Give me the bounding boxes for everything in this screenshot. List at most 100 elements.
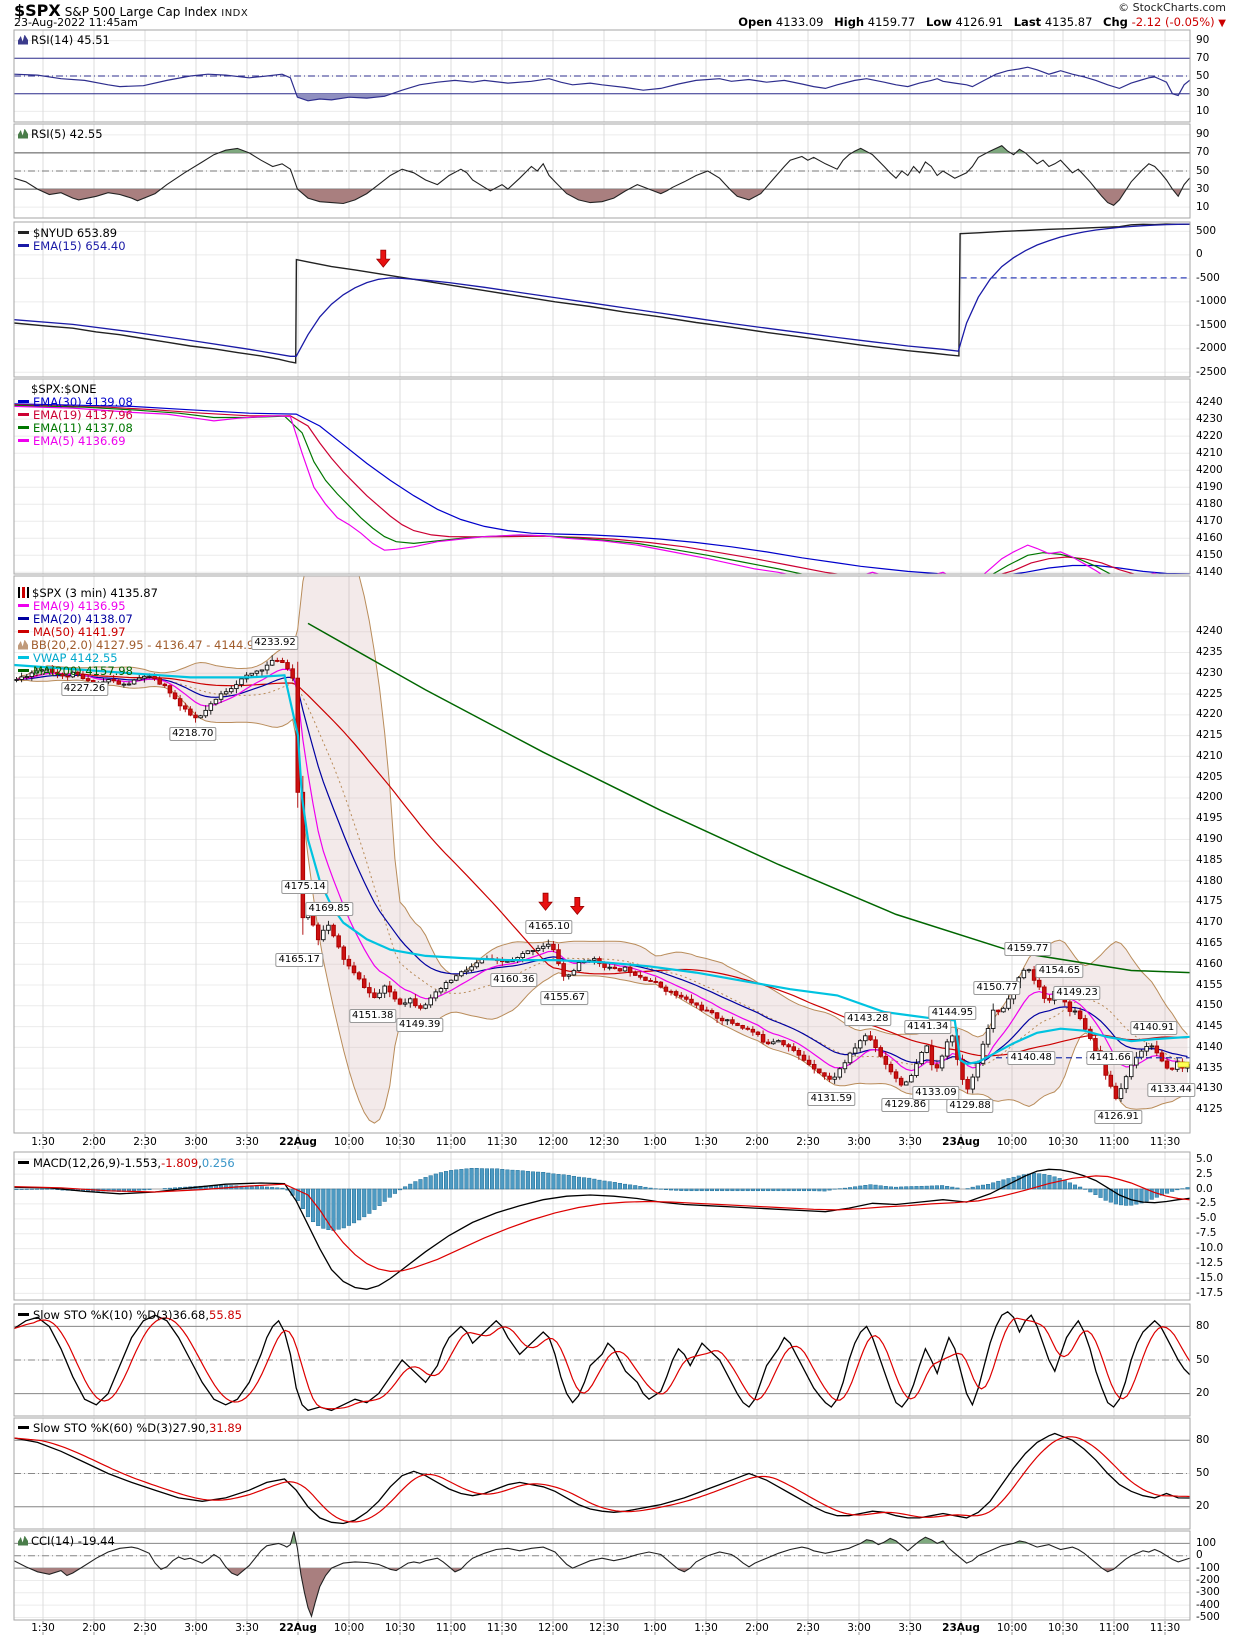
y-axis-tick: 90 xyxy=(1196,34,1210,47)
y-axis-tick: 70 xyxy=(1196,146,1210,159)
series-line xyxy=(14,404,1112,574)
y-axis-tick: 80 xyxy=(1196,1319,1210,1332)
series-line xyxy=(14,66,1190,102)
x-axis-label: 23Aug xyxy=(942,1622,980,1634)
x-axis-label: 11:00 xyxy=(1098,1622,1130,1634)
threshold-fill xyxy=(882,1538,898,1544)
price-annotation: 4155.67 xyxy=(540,991,589,1006)
y-axis-tick: 100 xyxy=(1196,1536,1217,1549)
y-axis-tick: -15.0 xyxy=(1196,1272,1224,1285)
y-axis-tick: 0 xyxy=(1196,1549,1203,1562)
line-swatch-icon xyxy=(18,617,29,620)
legend-cci: CCI(14) -19.44 xyxy=(18,1534,115,1548)
y-axis-tick: 4200 xyxy=(1196,791,1223,804)
y-axis-tick: -500 xyxy=(1196,1611,1220,1624)
x-axis-label: 11:30 xyxy=(486,1622,518,1634)
x-axis-label: 10:30 xyxy=(1047,1136,1079,1148)
threshold-fill xyxy=(300,1568,332,1616)
x-axis-label: 3:30 xyxy=(235,1622,259,1634)
x-axis-label: 11:00 xyxy=(435,1622,467,1634)
y-axis-tick: -10.0 xyxy=(1196,1242,1224,1255)
threshold-fill xyxy=(987,146,1011,153)
legend-text: , xyxy=(205,1420,210,1435)
series-line xyxy=(14,1531,1190,1619)
legend-spxone: $SPX:$ONE EMA(30) 4139.08 EMA(19) 4137.96 E… xyxy=(18,382,133,448)
price-annotation: 4141.66 xyxy=(1086,1050,1134,1065)
y-axis-tick: 4220 xyxy=(1196,429,1223,442)
y-axis-tick: 4230 xyxy=(1196,666,1223,679)
legend-row: $SPX (3 min) 4135.87 xyxy=(18,586,262,600)
area-series-icon xyxy=(18,128,28,139)
legend-sto60: Slow STO %K(60) %D(3) 27.90, 31.89 xyxy=(18,1420,242,1435)
x-axis-label: 3:00 xyxy=(847,1622,871,1634)
legend-text: EMA(30) 4139.08 xyxy=(33,394,133,409)
x-axis-label: 2:00 xyxy=(745,1622,769,1634)
price-annotation: 4165.10 xyxy=(525,920,573,935)
y-axis-tick: 4190 xyxy=(1196,833,1223,846)
threshold-fill xyxy=(1103,1568,1115,1572)
price-annotation: 4143.28 xyxy=(844,1011,892,1026)
symbol-name: S&P 500 Large Cap Index xyxy=(64,5,218,19)
y-axis-tick: -1000 xyxy=(1196,295,1227,308)
y-axis-tick: 4150 xyxy=(1196,999,1223,1012)
legend-text: -1.809 xyxy=(161,1155,199,1170)
panel-macd xyxy=(14,1152,1190,1300)
threshold-fill xyxy=(650,189,669,194)
y-axis-tick: 500 xyxy=(1196,224,1217,237)
y-axis-tick: -2000 xyxy=(1196,342,1227,355)
threshold-fill xyxy=(677,1568,689,1572)
last-label: Last xyxy=(1013,15,1042,29)
y-axis-tick: -400 xyxy=(1196,1598,1220,1611)
threshold-fill xyxy=(219,148,248,153)
y-axis-tick: 4185 xyxy=(1196,853,1223,866)
x-axis-label: 3:30 xyxy=(235,1136,259,1148)
legend-text: $NYUD 653.89 xyxy=(33,225,118,240)
price-annotation: 4140.48 xyxy=(1007,1050,1055,1065)
x-axis-label: 12:00 xyxy=(537,1136,569,1148)
legend-row: EMA(30) 4139.08 xyxy=(18,394,133,409)
area-series-icon xyxy=(18,34,28,45)
chg-value: -2.12 (-0.05%) xyxy=(1131,15,1215,29)
x-axis-label: 2:30 xyxy=(133,1136,157,1148)
legend-rsi5: RSI(5) 42.55 xyxy=(18,127,103,141)
threshold-fill xyxy=(852,148,869,153)
x-axis-label: 1:00 xyxy=(643,1622,667,1634)
y-axis-tick: 20 xyxy=(1196,1500,1210,1513)
x-axis-label: 3:00 xyxy=(184,1622,208,1634)
y-axis-tick: -1500 xyxy=(1196,318,1227,331)
legend-main: $SPX (3 min) 4135.87 EMA(9) 4136.95 EMA(20… xyxy=(18,586,262,678)
y-axis-tick: 2.5 xyxy=(1196,1167,1213,1180)
panel-spxone xyxy=(14,379,1190,574)
open-label: Open xyxy=(738,15,773,29)
x-axis-label: 11:30 xyxy=(486,1136,518,1148)
price-annotation: 4154.65 xyxy=(1035,963,1084,978)
y-axis-tick: -300 xyxy=(1196,1586,1220,1599)
y-axis-tick: 4215 xyxy=(1196,729,1223,742)
price-annotation: 4160.36 xyxy=(490,972,538,987)
legend-row: MA(50) 4141.97 xyxy=(18,625,262,639)
threshold-fill xyxy=(227,1568,247,1576)
red-down-arrow-icon xyxy=(375,249,391,268)
panel-cci xyxy=(14,1531,1190,1620)
legend-text: , xyxy=(198,1155,202,1170)
y-axis-tick: 30 xyxy=(1196,87,1210,100)
legend-text: MACD(12,26,9) xyxy=(33,1155,121,1170)
x-axis-label: 22Aug xyxy=(279,1622,317,1634)
price-annotation: 4151.38 xyxy=(348,1009,397,1024)
y-axis-tick: 4125 xyxy=(1196,1103,1223,1116)
red-down-arrow-icon xyxy=(538,892,553,911)
y-axis-tick: 0 xyxy=(1196,248,1203,261)
line-swatch-icon xyxy=(18,439,29,442)
y-axis-tick: 4195 xyxy=(1196,812,1223,825)
chg-dropdown-arrow-icon[interactable]: ▼ xyxy=(1218,18,1226,29)
last-price-marker xyxy=(1177,1061,1190,1068)
legend-text: BB(20,2.0) 4127.95 - 4136.47 - 4144.99 xyxy=(31,637,262,652)
y-axis-tick: 4220 xyxy=(1196,708,1223,721)
y-axis-tick: 90 xyxy=(1196,128,1210,141)
price-annotation: 4149.23 xyxy=(1053,985,1101,1000)
x-axis-label: 3:00 xyxy=(847,1136,871,1148)
y-axis-tick: -7.5 xyxy=(1196,1227,1217,1240)
x-axis-label: 10:30 xyxy=(384,1622,416,1634)
